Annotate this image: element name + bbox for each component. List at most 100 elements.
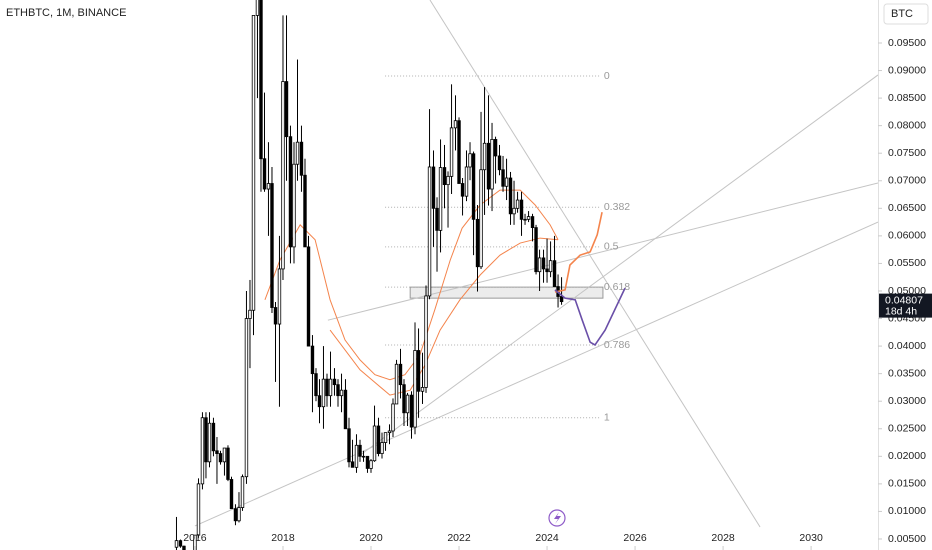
candle-body [493, 139, 498, 157]
candle-body [376, 425, 381, 454]
candle-body [255, 0, 260, 16]
candle-body [383, 432, 388, 443]
currency: BTC [891, 8, 913, 20]
currency-box[interactable] [883, 3, 929, 25]
fib-label: 1 [604, 412, 610, 424]
candle-body [497, 155, 502, 171]
fib-label: 0.5 [604, 241, 619, 253]
candle-body [457, 120, 461, 184]
candle-body [504, 177, 509, 187]
candle-body [541, 257, 546, 270]
candle-body [354, 444, 359, 468]
candle-body [358, 444, 362, 457]
support-zone [409, 286, 604, 299]
candle-body [174, 540, 179, 548]
candle-body [336, 384, 340, 397]
y-tick-label: 0.02000 [888, 450, 926, 462]
candle-body [310, 345, 315, 375]
candle-body [244, 318, 249, 478]
candle-body [552, 260, 557, 287]
x-tick-label: 2022 [447, 532, 471, 544]
trendline [359, 74, 878, 456]
candle-body [420, 387, 425, 392]
x-tick-label: 2026 [623, 532, 647, 544]
candle-body [295, 141, 300, 165]
candle-body [237, 507, 241, 522]
candle-body [207, 422, 212, 463]
y-tick-label: 0.05500 [888, 257, 926, 269]
fib-label: 0 [604, 70, 610, 82]
candle-body [482, 142, 487, 171]
candle-body [361, 455, 366, 458]
candle-body [365, 455, 370, 469]
candle-body [453, 120, 458, 129]
projection-path [554, 287, 626, 347]
candle-body [281, 81, 285, 270]
candle-body [512, 207, 516, 215]
candle-body [369, 460, 373, 469]
candle-body [215, 450, 219, 454]
candle-body [545, 268, 549, 273]
candle-body [343, 389, 348, 430]
candle-body [530, 216, 535, 229]
chart-title: ETHBTC, 1M, BINANCE [6, 7, 126, 19]
x-tick-label: 2020 [359, 532, 383, 544]
candle-body [413, 350, 417, 428]
candle-body [328, 378, 333, 397]
candle-body [306, 246, 311, 347]
alert-icon[interactable] [548, 509, 566, 527]
candle-body [251, 15, 256, 311]
y-tick-label: 0.06500 [888, 202, 926, 214]
candle-body [262, 158, 267, 190]
trendline [194, 221, 878, 527]
candle-body [288, 136, 293, 248]
candle-body [218, 453, 223, 463]
candle-body [226, 447, 230, 480]
candle-body [233, 508, 238, 522]
candle-body [402, 384, 406, 414]
candle-body [501, 169, 505, 187]
y-tick-label: 0.03000 [888, 395, 926, 407]
candle-body [534, 227, 538, 273]
candle-body [446, 175, 450, 186]
candle-body [431, 166, 436, 209]
x-tick-label: 2016 [183, 532, 207, 544]
x-tick-label: 2030 [799, 532, 823, 544]
candle-body [204, 417, 208, 463]
candle-body [519, 199, 524, 220]
candle-body [229, 479, 234, 510]
candle-body [508, 177, 513, 215]
candle-body [409, 394, 414, 428]
candle-body [479, 169, 483, 268]
candle-body [277, 268, 282, 325]
candle-body [559, 296, 564, 303]
candle-body [405, 394, 410, 414]
candle-body [314, 373, 318, 397]
candle-body [387, 430, 392, 434]
candle-body [321, 378, 326, 408]
candle-body [273, 307, 278, 325]
x-tick-label: 2024 [535, 532, 559, 544]
fib-label: 0.618 [604, 281, 630, 293]
candle-body [372, 425, 377, 462]
candle-body [427, 166, 432, 297]
y-tick-label: 0.08000 [888, 119, 926, 131]
candle-body [211, 422, 216, 452]
fib-label: 0.382 [604, 201, 630, 213]
y-tick-label: 0.09000 [888, 64, 926, 76]
candle-body [471, 153, 476, 220]
projection-path [554, 212, 603, 293]
candle-body [332, 378, 337, 386]
alert-icon-bolt [554, 512, 561, 524]
y-tick-label: 0.07000 [888, 175, 926, 187]
candle-body [424, 295, 428, 388]
candle-body [200, 417, 205, 485]
candle-body [222, 447, 227, 463]
candle-body [515, 199, 520, 209]
candle-body [196, 483, 201, 536]
y-tick-label: 0.09500 [888, 37, 926, 49]
candle-body [438, 167, 443, 231]
candle-body [193, 534, 197, 550]
plot-area: 0 0.382 0.5 0.618 0.786 1 [174, 0, 878, 550]
